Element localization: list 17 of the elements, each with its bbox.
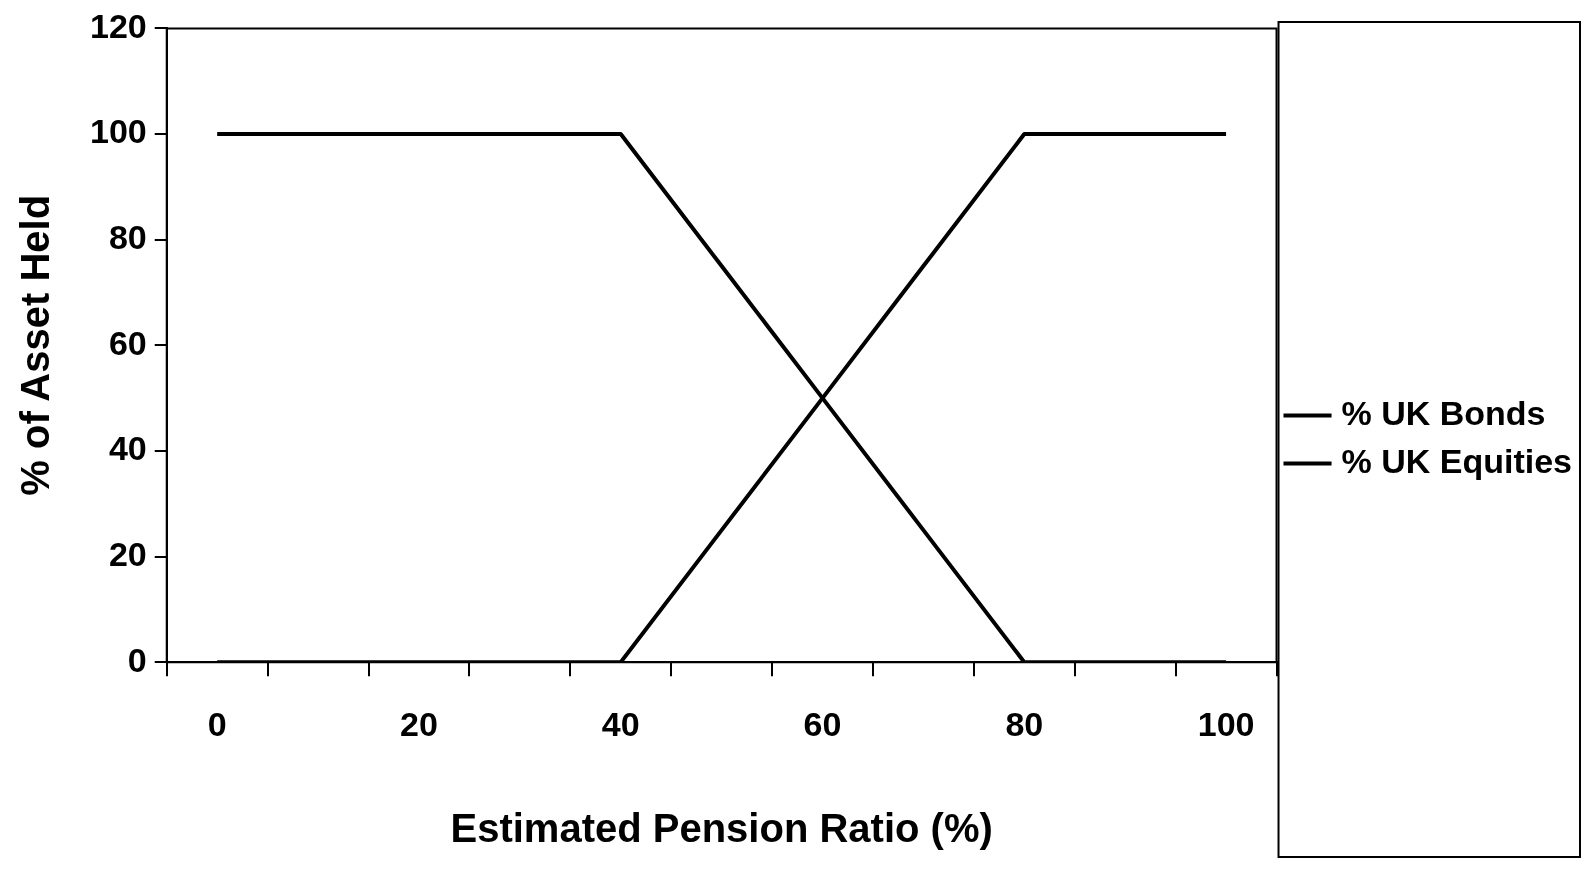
y-tick-label: 120 [89,6,147,45]
y-tick-label: 0 [127,640,147,679]
x-tick-label: 100 [1197,704,1255,743]
y-tick-label: 20 [108,534,147,573]
x-tick-label: 60 [803,704,842,743]
legend-label: % UK Bonds [1341,393,1546,432]
y-axis-title: % of Asset Held [13,194,58,496]
y-tick-label: 40 [108,429,147,468]
x-tick-label: 40 [601,704,640,743]
y-tick-label: 100 [89,112,147,151]
y-tick-label: 60 [108,323,147,362]
x-axis-title: Estimated Pension Ratio (%) [450,806,993,851]
legend-label: % UK Equities [1341,441,1572,480]
x-tick-label: 80 [1005,704,1044,743]
x-tick-label: 0 [207,704,227,743]
y-tick-label: 80 [108,218,147,257]
x-tick-label: 20 [400,704,438,743]
